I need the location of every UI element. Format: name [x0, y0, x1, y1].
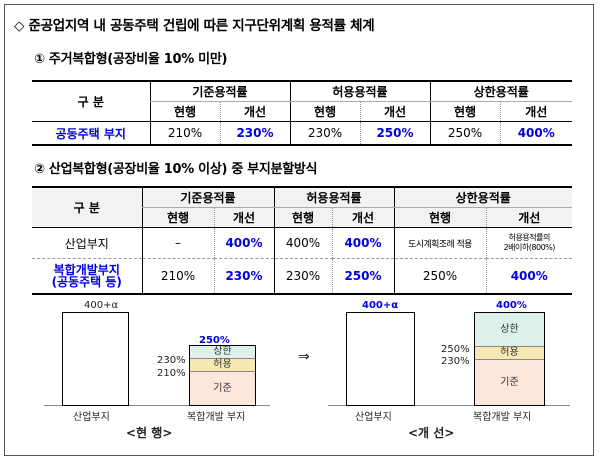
- segment-allow: 허용: [190, 359, 255, 372]
- value-cell: 250%: [393, 258, 486, 294]
- gubun-header: 구 분: [32, 187, 142, 228]
- subcol-improved: 개선: [219, 101, 290, 122]
- group-allow-header: 허용용적률: [273, 187, 394, 208]
- group-upper-header: 상한용적률: [429, 81, 572, 102]
- value-cell: 400%: [213, 227, 274, 259]
- subcol-improved: 개선: [213, 207, 274, 228]
- caption-after: <개 선>: [408, 426, 455, 440]
- baseline-before: [44, 405, 270, 406]
- value-cell: 210%: [149, 121, 220, 145]
- note-line: 허용용적률의: [508, 233, 551, 242]
- row-label-line: (공동주택 등): [51, 275, 122, 289]
- level-label: 250%: [441, 344, 470, 355]
- subcol-current: 현행: [273, 207, 332, 228]
- value-cell: 250%: [359, 121, 430, 145]
- segment-upper: 상한: [475, 313, 544, 347]
- segment-allow: 허용: [475, 347, 544, 360]
- row-label-housing: 공동주택 부지: [55, 126, 126, 141]
- industrial-top-label: 400+α: [84, 300, 119, 311]
- value-cell: 400%: [331, 227, 394, 259]
- subcol-current: 현행: [141, 207, 214, 228]
- value-cell: 210%: [141, 258, 214, 294]
- value-cell-upper-improved: 허용용적률의 2배이하(800%): [485, 227, 572, 259]
- industrial-top-label: 400+α: [362, 300, 399, 311]
- row-label-industrial: 산업부지: [64, 236, 109, 251]
- subcol-improved: 개선: [485, 207, 572, 228]
- group-allow-header: 허용용적률: [289, 81, 430, 102]
- subcol-improved: 개선: [331, 207, 394, 228]
- value-cell: 230%: [273, 258, 332, 294]
- note-line: 2배이하(800%): [503, 243, 556, 252]
- caption-before: <현 행>: [126, 426, 173, 440]
- level-label: 210%: [157, 368, 186, 379]
- x-label-industrial: 산업부지: [73, 412, 110, 423]
- level-label: 230%: [441, 356, 470, 367]
- value-cell: 230%: [289, 121, 360, 145]
- value-cell: –: [141, 227, 214, 259]
- value-cell: 400%: [499, 121, 572, 145]
- subcol-improved: 개선: [359, 101, 430, 122]
- value-cell: 400%: [485, 258, 572, 294]
- mixed-top-label: 400%: [496, 300, 527, 311]
- value-cell: 250%: [429, 121, 500, 145]
- subcol-current: 현행: [289, 101, 360, 122]
- subcol-current: 현행: [149, 101, 220, 122]
- section1-table: 구 분 기준용적률 허용용적률 상한용적률 현행 개선 현행 개선 현행 개선 …: [32, 80, 572, 146]
- document-title: ◇ 준공업지역 내 공동주택 건립에 따른 지구단위계획 용적률 체계: [14, 18, 375, 34]
- group-upper-header: 상한용적률: [393, 187, 572, 208]
- mixed-top-label: 250%: [199, 335, 230, 346]
- industrial-bar-before: [62, 312, 129, 406]
- group-base-header: 기준용적률: [149, 81, 290, 102]
- x-label-mixed: 복합개발 부지: [473, 412, 532, 423]
- row-label-mixed: 복합개발부지 (공동주택 등): [32, 259, 142, 295]
- level-label: 230%: [157, 355, 186, 366]
- group-base-header: 기준용적률: [141, 187, 274, 208]
- mixed-bar-after: 상한 허용 기준: [474, 312, 545, 406]
- gubun-header: 구 분: [32, 81, 150, 122]
- value-cell: 230%: [213, 258, 274, 294]
- document-frame: [4, 4, 594, 456]
- arrow-icon: ⇒: [298, 349, 310, 365]
- subcol-improved: 개선: [499, 101, 572, 122]
- segment-upper: 상한: [190, 346, 255, 359]
- segment-base: 기준: [475, 360, 544, 405]
- subcol-current: 현행: [393, 207, 486, 228]
- value-cell: 도시계획조례 적용: [393, 227, 486, 259]
- value-cell: 230%: [219, 121, 290, 145]
- subcol-current: 현행: [429, 101, 500, 122]
- baseline-after: [328, 405, 570, 406]
- row-label-line: 복합개발부지: [53, 263, 120, 277]
- section1-heading: ① 주거복합형(공장비율 10% 미만): [34, 52, 228, 67]
- segment-base: 기준: [190, 372, 255, 405]
- industrial-bar-after: [346, 312, 415, 406]
- x-label-industrial: 산업부지: [355, 412, 392, 423]
- value-cell: 250%: [331, 258, 394, 294]
- mixed-bar-before: 상한 허용 기준: [189, 345, 256, 406]
- x-label-mixed: 복합개발 부지: [187, 412, 246, 423]
- value-cell: 400%: [273, 227, 332, 259]
- section2-heading: ② 산업복합형(공장비율 10% 이상) 중 부지분할방식: [34, 162, 318, 177]
- section2-table: 구 분 기준용적률 허용용적률 상한용적률 현행 개선 현행 개선 현행 개선 …: [32, 186, 572, 295]
